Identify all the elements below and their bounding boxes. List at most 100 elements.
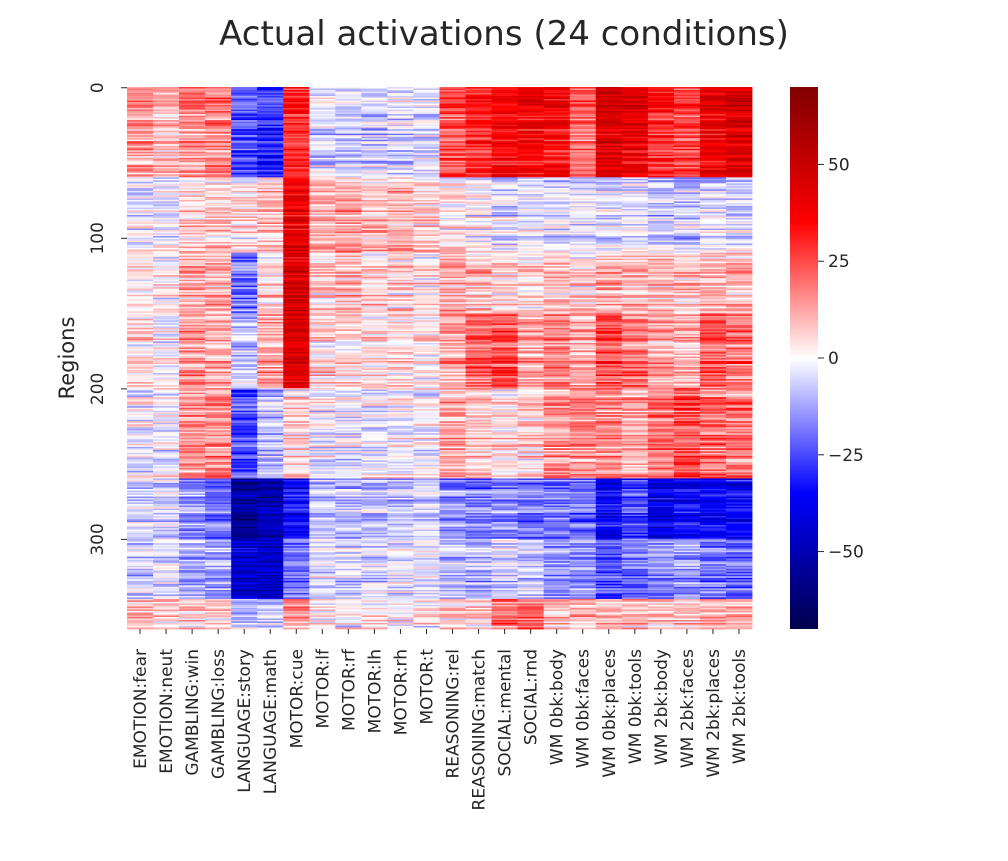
heatmap-cell <box>153 400 180 403</box>
heatmap-cell <box>283 180 310 183</box>
heatmap-cell <box>647 193 675 196</box>
heatmap-cell <box>205 383 232 386</box>
heatmap-cell <box>257 391 284 394</box>
heatmap-cell <box>387 204 414 207</box>
heatmap-cell <box>543 361 571 363</box>
heatmap-cell <box>517 267 545 270</box>
heatmap-cell <box>569 141 597 144</box>
heatmap-cell <box>309 142 336 145</box>
heatmap-cell <box>673 190 701 193</box>
heatmap-cell <box>309 189 336 192</box>
heatmap-cell <box>127 358 154 360</box>
heatmap-cell <box>361 207 388 210</box>
heatmap-cell <box>569 93 597 95</box>
heatmap-cell <box>335 100 362 103</box>
heatmap-cell <box>387 230 414 232</box>
heatmap-cell <box>465 291 492 294</box>
heatmap-cell <box>205 112 232 115</box>
heatmap-cell <box>491 132 519 135</box>
heatmap-cell <box>257 145 284 148</box>
heatmap-cell <box>179 377 206 380</box>
heatmap-cell <box>387 350 414 353</box>
heatmap-cell <box>413 260 440 263</box>
heatmap-cell <box>621 397 649 400</box>
heatmap-cell <box>543 196 571 199</box>
heatmap-cell <box>283 358 310 360</box>
heatmap-cell <box>543 394 571 397</box>
heatmap-cell <box>153 141 180 144</box>
heatmap-cell <box>335 330 362 333</box>
heatmap-cell <box>725 350 753 353</box>
heatmap-cell <box>413 174 440 177</box>
heatmap-cell <box>231 169 258 172</box>
heatmap-cell <box>673 231 701 234</box>
heatmap-cell <box>335 141 362 144</box>
heatmap-cell <box>595 236 623 238</box>
heatmap-cell <box>569 163 597 166</box>
heatmap-cell <box>699 394 727 397</box>
heatmap-cell <box>309 284 336 287</box>
heatmap-cell <box>725 106 753 109</box>
heatmap-cell <box>569 312 597 315</box>
heatmap-cell <box>179 318 206 321</box>
heatmap-cell <box>517 365 545 368</box>
heatmap-cell <box>517 296 545 299</box>
heatmap-cell <box>413 303 440 306</box>
heatmap-cell <box>179 285 206 288</box>
heatmap-cell <box>179 127 206 130</box>
heatmap-cell <box>335 102 362 104</box>
heatmap-cell <box>231 275 258 278</box>
heatmap-cell <box>595 296 623 299</box>
heatmap-cell <box>361 361 388 363</box>
heatmap-cell <box>673 379 701 381</box>
heatmap-cell <box>699 120 727 123</box>
heatmap-cell <box>543 356 571 359</box>
heatmap-cell <box>621 269 649 272</box>
heatmap-cell <box>309 305 336 308</box>
heatmap-cell <box>335 91 362 94</box>
heatmap-cell <box>621 395 649 398</box>
heatmap-cell <box>595 287 623 290</box>
heatmap-cell <box>413 222 440 225</box>
heatmap-cell <box>465 317 492 320</box>
heatmap-cell <box>465 382 492 384</box>
heatmap-cell <box>725 210 753 213</box>
heatmap-cell <box>387 309 414 312</box>
heatmap-cell <box>725 196 753 199</box>
heatmap-cell <box>231 246 258 249</box>
heatmap-cell <box>335 382 362 384</box>
heatmap-cell <box>491 108 519 110</box>
heatmap-cell <box>361 294 388 297</box>
heatmap-cell <box>205 330 232 333</box>
heatmap-cell <box>491 329 519 332</box>
heatmap-cell <box>387 225 414 228</box>
heatmap-cell <box>621 237 649 240</box>
heatmap-cell <box>257 365 284 368</box>
heatmap-cell <box>413 278 440 281</box>
heatmap-cell <box>725 150 753 153</box>
heatmap-cell <box>699 130 727 133</box>
heatmap-cell <box>335 214 362 217</box>
heatmap-cell <box>595 309 623 312</box>
heatmap-cell <box>517 90 545 92</box>
heatmap-cell <box>491 364 519 366</box>
heatmap-cell <box>413 290 440 293</box>
heatmap-cell <box>335 333 362 336</box>
heatmap-cell <box>595 208 623 211</box>
heatmap-cell <box>205 216 232 219</box>
heatmap-cell <box>413 138 440 141</box>
heatmap-cell <box>647 260 675 263</box>
heatmap-cell <box>621 180 649 183</box>
heatmap-cell <box>413 187 440 190</box>
heatmap-cell <box>621 184 649 187</box>
heatmap-cell <box>439 377 466 380</box>
heatmap-cell <box>283 386 310 389</box>
heatmap-cell <box>647 269 675 272</box>
heatmap-cell <box>439 222 466 225</box>
heatmap-cell <box>569 205 597 208</box>
heatmap-cell <box>283 297 310 300</box>
heatmap-cell <box>257 263 284 266</box>
heatmap-cell <box>439 169 466 172</box>
heatmap-cell <box>439 196 466 199</box>
heatmap-cell <box>231 240 258 243</box>
